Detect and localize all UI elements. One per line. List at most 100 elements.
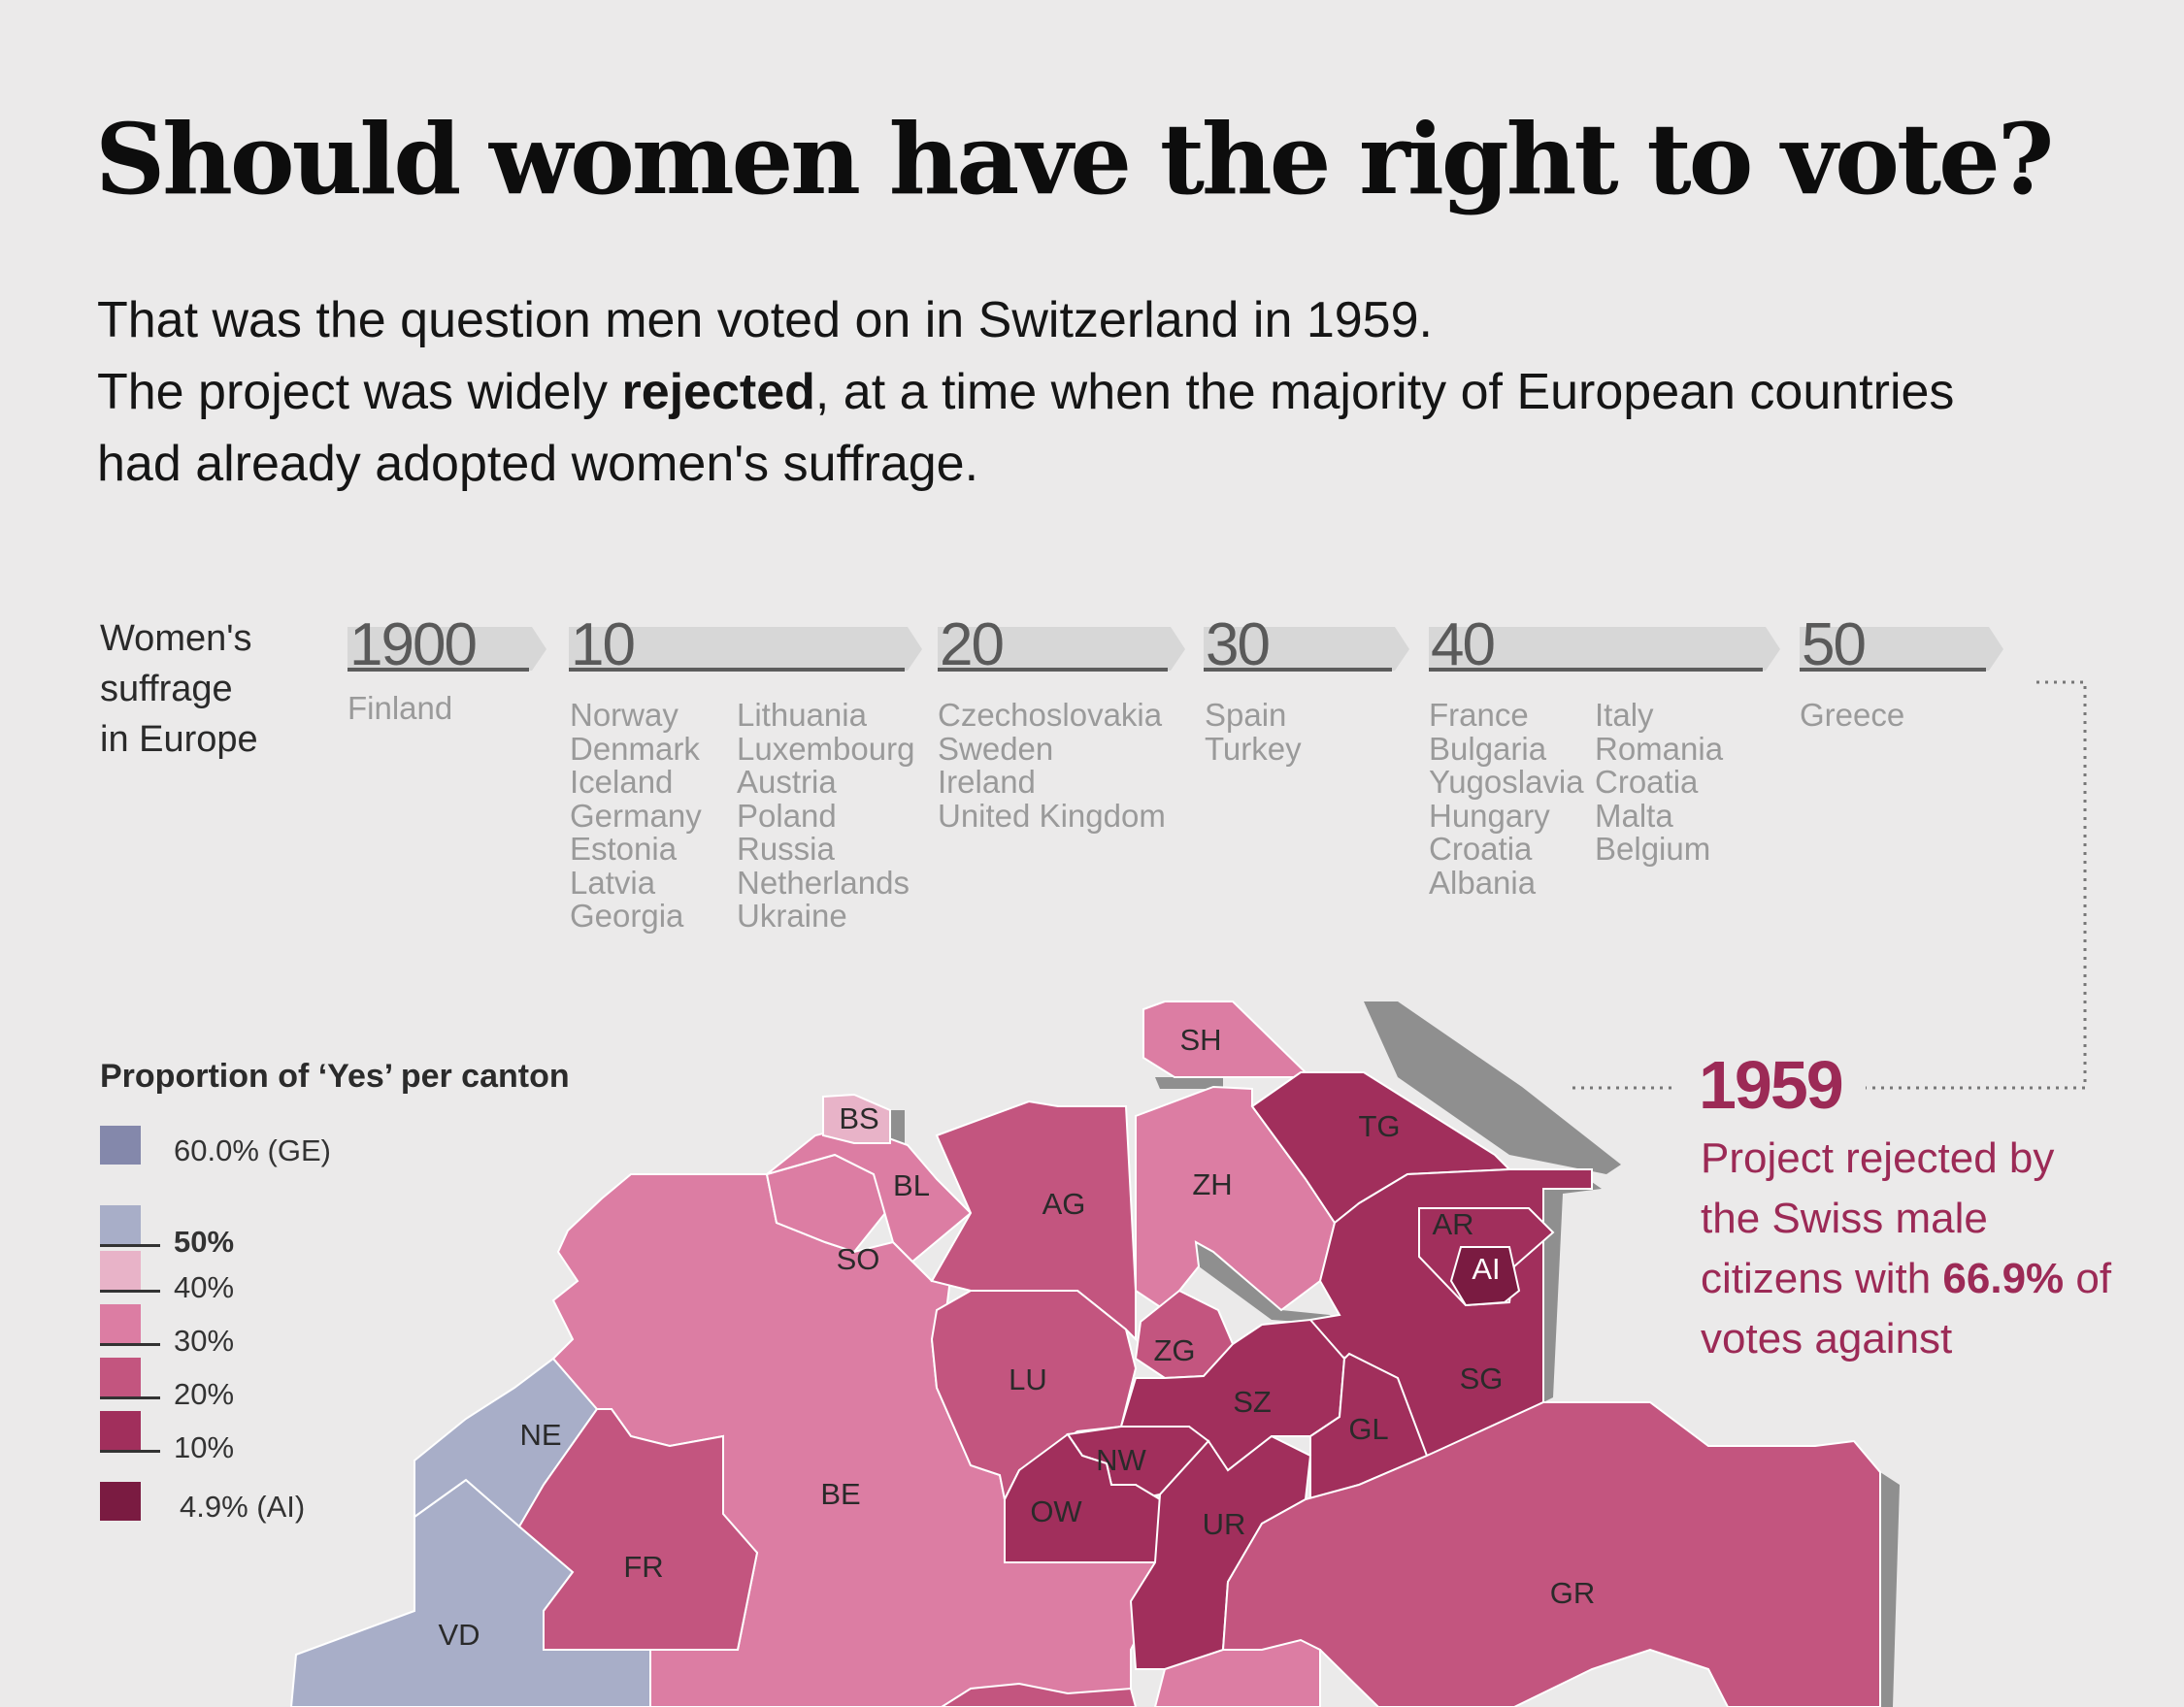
country-name: Bulgaria	[1429, 730, 1547, 767]
intro-rejected: rejected	[621, 364, 815, 420]
timeline-year: 30	[1206, 611, 1271, 678]
canton-label-bl: BL	[893, 1168, 930, 1202]
canton-label-gl: GL	[1348, 1412, 1388, 1446]
intro-line-2-end: , at a time when the majority of Europea…	[814, 364, 1955, 420]
timeline-arrow	[347, 627, 546, 672]
country-name: Hungary	[1429, 797, 1550, 834]
canton-label-sg: SG	[1460, 1362, 1504, 1395]
canton-label-ar: AR	[1432, 1207, 1473, 1241]
timeline-label-line: suffrage	[100, 669, 233, 709]
country-name: Russia	[737, 831, 835, 867]
canton-ag	[930, 1100, 1137, 1342]
legend-swatch	[100, 1358, 141, 1396]
country-name: Lithuania	[737, 697, 867, 733]
country-list: Italy Romania Croatia Malta Belgium	[1595, 698, 1724, 867]
canton-ow	[1004, 1432, 1161, 1563]
country-name: Belgium	[1595, 831, 1711, 867]
canton-label-ne: NE	[519, 1418, 561, 1452]
timeline-decade-20: 20	[938, 613, 1185, 681]
canton-labels: SH BS BL TG AG ZH SO AR AI ZG LU SG SZ N…	[438, 1023, 1595, 1652]
intro-line-2: The project was widely rejected, at a ti…	[97, 356, 2135, 428]
canton-label-so: SO	[837, 1242, 880, 1276]
legend-swatch	[100, 1411, 141, 1450]
legend-tick	[100, 1244, 160, 1247]
canton-bs	[822, 1093, 891, 1144]
country-name: Finland	[347, 690, 453, 726]
timeline-arrow	[1800, 627, 2003, 672]
page-title: Should women have the right to vote?	[95, 102, 2054, 216]
country-name: Poland	[737, 797, 837, 834]
timeline-label-line: in Europe	[100, 719, 258, 760]
canton-label-ag: AG	[1042, 1187, 1086, 1221]
intro-line-1-end: .	[1418, 292, 1433, 348]
country-name: Croatia	[1595, 764, 1699, 800]
canton-vs	[940, 1682, 1138, 1707]
timeline-label-line: Women's	[100, 618, 252, 659]
timeline-arrow	[1204, 627, 1409, 672]
country-list: Finland	[347, 690, 453, 726]
canton-label-zg: ZG	[1153, 1333, 1195, 1367]
canton-ai	[1449, 1246, 1521, 1307]
timeline-arrow	[569, 627, 922, 672]
legend-swatch	[100, 1126, 141, 1165]
country-list: Lithuania Luxembourg Austria Poland Russia Ne…	[737, 697, 915, 934]
country-name: Ireland	[938, 764, 1036, 800]
legend-label: 4.9% (AI)	[180, 1490, 306, 1524]
canton-fr	[517, 1408, 759, 1651]
canton-label-bs: BS	[839, 1101, 878, 1135]
legend-swatch	[100, 1304, 141, 1343]
canton-label-gr: GR	[1550, 1576, 1596, 1610]
country-name: Greece	[1800, 697, 1905, 733]
legend-label: 20%	[174, 1377, 235, 1411]
timeline-decade-50: 50	[1800, 613, 2003, 681]
canton-label-tg: TG	[1358, 1109, 1400, 1143]
country-list: Greece	[1800, 697, 1905, 733]
country-name: Romania	[1595, 730, 1724, 767]
canton-label-zh: ZH	[1192, 1167, 1232, 1201]
canton-label-nw: NW	[1096, 1443, 1146, 1477]
country-name: Estonia	[570, 831, 678, 867]
country-list: Spain Turkey	[1205, 697, 1302, 767]
callout-text-start: Project rejected by the Swiss male citiz…	[1701, 1134, 2055, 1302]
timeline-decade-30: 30	[1204, 613, 1409, 681]
country-name: Croatia	[1429, 831, 1533, 867]
legend-tick	[100, 1450, 160, 1453]
legend-swatch	[100, 1251, 141, 1290]
timeline-arrow	[1429, 627, 1780, 672]
country-name: Georgia	[570, 898, 684, 934]
country-name: Albania	[1429, 864, 1537, 901]
country-name: Yugoslavia	[1429, 764, 1584, 800]
canton-label-be: BE	[820, 1477, 860, 1511]
legend-swatch	[100, 1205, 141, 1244]
intro-text: That was the question men voted on in Sw…	[97, 284, 2135, 500]
country-name: Ukraine	[737, 898, 847, 934]
legend-label: 10%	[174, 1430, 235, 1464]
intro-line-2-text: The project was widely	[97, 364, 622, 420]
canton-label-vd: VD	[438, 1618, 480, 1652]
canton-label-ow: OW	[1030, 1494, 1082, 1528]
timeline-decade-1900: 1900	[347, 613, 546, 681]
canton-label-sh: SH	[1179, 1023, 1221, 1057]
legend-label: 60.0% (GE)	[174, 1133, 331, 1167]
country-name: Germany	[570, 797, 702, 834]
canton-label-fr: FR	[623, 1550, 663, 1584]
country-name: Norway	[570, 697, 678, 733]
legend-label: 40%	[174, 1270, 235, 1304]
country-name: Sweden	[938, 730, 1054, 767]
timeline-year: 10	[571, 611, 636, 678]
country-name: Czechoslovakia	[938, 697, 1163, 733]
timeline-decade-10: 10	[569, 613, 922, 681]
intro-year: 1959	[1306, 292, 1419, 348]
canton-label-lu: LU	[1009, 1362, 1047, 1396]
country-name: Turkey	[1205, 730, 1302, 767]
country-name: Latvia	[570, 864, 656, 901]
legend-tick	[100, 1343, 160, 1346]
country-name: Denmark	[570, 730, 700, 767]
canton-ti	[1153, 1638, 1321, 1707]
canton-label-ai: AI	[1472, 1252, 1500, 1286]
country-name: Spain	[1205, 697, 1287, 733]
canton-sz	[1119, 1318, 1346, 1472]
timeline-year: 20	[940, 611, 1005, 678]
country-name: Luxembourg	[737, 730, 915, 767]
